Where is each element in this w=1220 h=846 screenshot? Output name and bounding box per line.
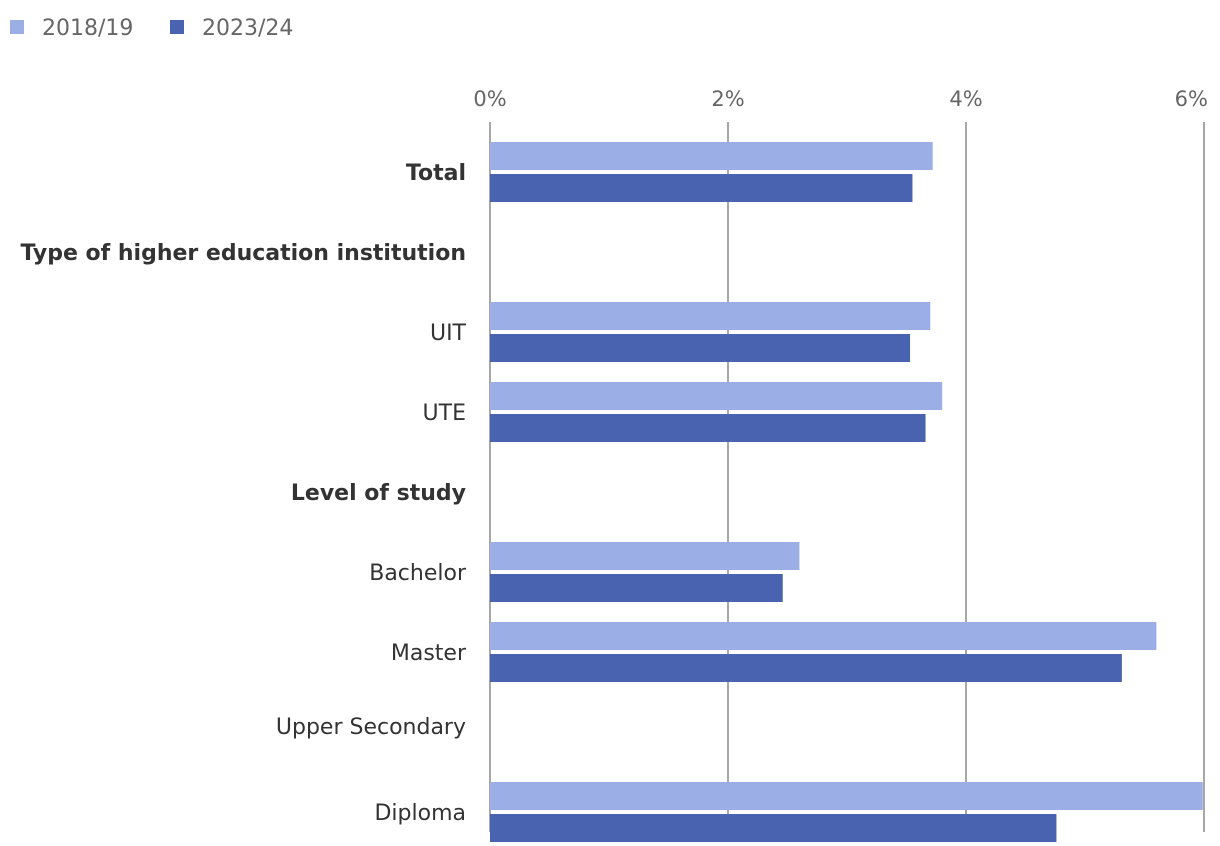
category-label-4: Level of study: [291, 481, 466, 506]
category-label-6: Master: [391, 641, 467, 666]
bar-6-0: [490, 622, 1157, 650]
bar-2-0: [490, 302, 931, 330]
category-label-0: Total: [406, 161, 466, 186]
bar-5-1: [490, 574, 783, 602]
x-tick-label-2: 4%: [949, 87, 982, 111]
bar-5-0: [490, 542, 800, 570]
bar-3-0: [490, 382, 943, 410]
bar-0-0: [490, 142, 933, 170]
legend-swatch-0: [10, 20, 24, 34]
category-label-3: UTE: [423, 401, 466, 426]
category-label-2: UIT: [430, 321, 467, 346]
bar-8-0: [490, 782, 1203, 810]
bar-0-1: [490, 174, 913, 202]
category-label-1: Type of higher education institution: [20, 241, 466, 266]
category-label-7: Upper Secondary: [276, 715, 466, 740]
bar-3-1: [490, 414, 926, 442]
legend-label-1: 2023/24: [202, 16, 293, 41]
category-label-5: Bachelor: [369, 561, 467, 586]
x-tick-label-3: 6%: [1175, 87, 1208, 111]
bar-8-1: [490, 814, 1057, 842]
bar-2-1: [490, 334, 911, 362]
x-tick-label-1: 2%: [711, 87, 744, 111]
bar-6-1: [490, 654, 1122, 682]
legend-swatch-1: [170, 20, 184, 34]
category-label-8: Diploma: [374, 801, 466, 826]
x-tick-label-0: 0%: [473, 87, 506, 111]
legend-label-0: 2018/19: [42, 16, 133, 41]
